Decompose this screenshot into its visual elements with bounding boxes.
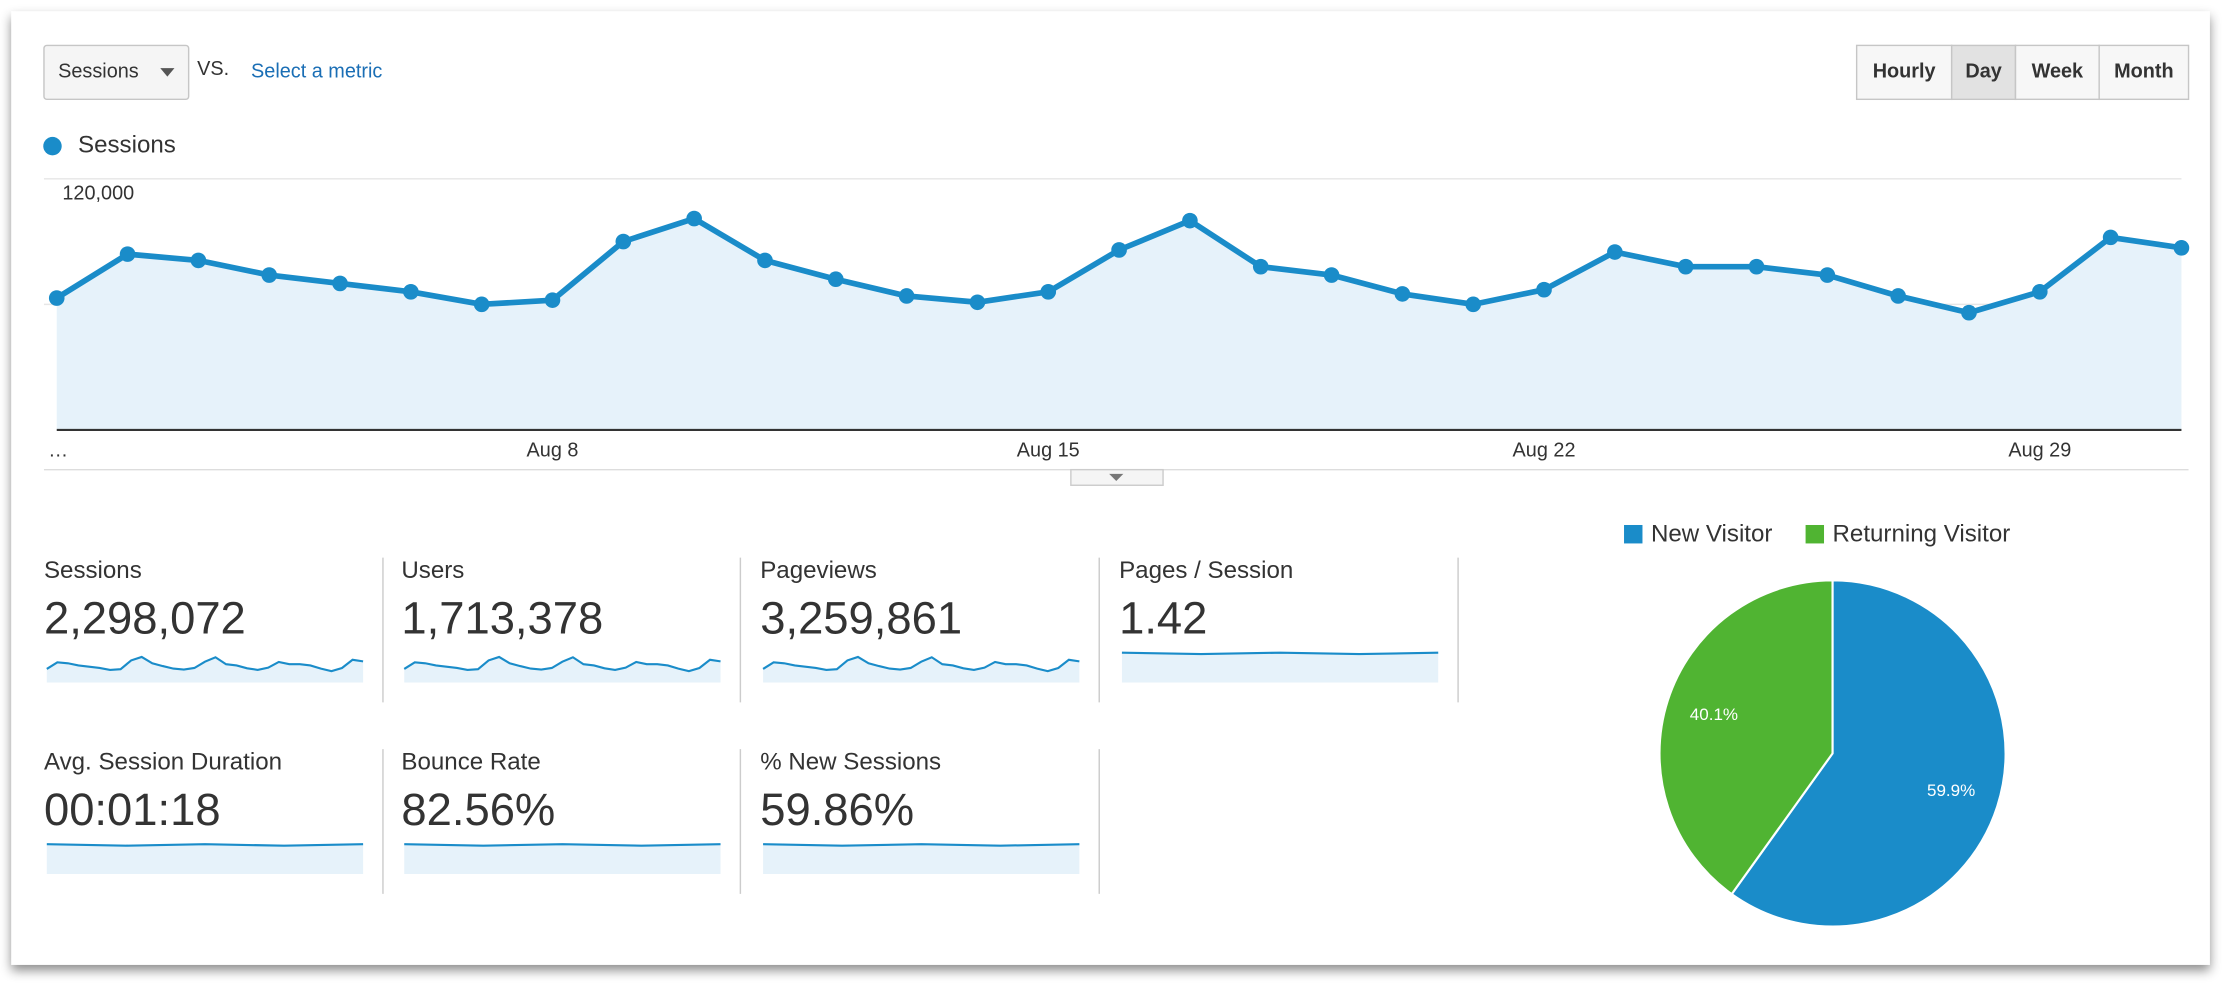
- handle-arrow: [1109, 473, 1124, 482]
- point: [261, 267, 278, 283]
- sparkline-area: [1121, 652, 1439, 683]
- interval-label: Month: [2114, 61, 2174, 83]
- point: [119, 246, 136, 262]
- sparkline-area: [763, 844, 1080, 875]
- dropdown-arrow: [160, 68, 175, 77]
- sparkline: [403, 655, 721, 673]
- metric-value: 1,713,378: [401, 592, 603, 643]
- point: [2173, 240, 2190, 256]
- point: [544, 292, 561, 308]
- point: [1111, 242, 1127, 258]
- interval-label: Day: [1965, 61, 2001, 83]
- point: [1890, 288, 1906, 304]
- metric-label: Sessions: [44, 557, 142, 584]
- metric-label: Pages / Session: [1119, 557, 1293, 584]
- point: [1748, 258, 1765, 275]
- point: [827, 271, 844, 288]
- point: [2032, 283, 2048, 300]
- point: [969, 294, 986, 311]
- legend-marker: [43, 136, 62, 156]
- y-tick-label: 120,000: [62, 183, 134, 205]
- sparkline: [763, 843, 1080, 847]
- sparkline: [46, 843, 364, 847]
- dropdown-label: Sessions: [58, 61, 139, 83]
- metric-label: % New Sessions: [760, 749, 941, 776]
- pie-slice: [1730, 579, 2007, 928]
- point: [1040, 283, 1057, 300]
- interval-label: Hourly: [1873, 61, 1936, 83]
- point: [1252, 258, 1269, 275]
- legend-label: New Visitor: [1651, 520, 1772, 547]
- x-tick-label: Aug 22: [1513, 439, 1576, 461]
- point: [1677, 258, 1694, 275]
- metric-value: 00:01:18: [44, 784, 221, 835]
- metric-dropdown[interactable]: [43, 44, 190, 101]
- legend-swatch: [1624, 524, 1643, 544]
- slice-label: 40.1%: [1690, 705, 1738, 724]
- point: [1961, 304, 1977, 321]
- interval-button[interactable]: [1950, 44, 2017, 101]
- sparkline: [46, 655, 364, 673]
- point: [1182, 212, 1198, 229]
- interval-button[interactable]: [2014, 44, 2100, 101]
- point: [1819, 267, 1836, 283]
- point: [1465, 296, 1482, 313]
- metric-label: Users: [401, 557, 464, 584]
- point: [2102, 229, 2119, 246]
- interval-button[interactable]: [2098, 44, 2190, 101]
- point: [898, 288, 915, 304]
- metric-value: 82.56%: [401, 784, 555, 835]
- point: [1394, 286, 1411, 302]
- sparkline-area: [404, 844, 721, 875]
- sparkline: [404, 843, 721, 847]
- legend-label: Sessions: [78, 132, 176, 159]
- point: [615, 233, 632, 250]
- point: [686, 210, 702, 227]
- metric-value: 1.42: [1119, 592, 1207, 643]
- interval-label: Week: [2032, 61, 2084, 83]
- pie-slice: [1658, 579, 1834, 896]
- sparkline: [1121, 651, 1439, 656]
- point: [757, 252, 773, 269]
- x-tick-label: Aug 8: [527, 439, 579, 461]
- point: [1536, 281, 1552, 298]
- sparkline-area: [46, 844, 364, 875]
- point: [190, 252, 207, 269]
- metric-value: 2,298,072: [44, 592, 246, 643]
- slice-label: 59.9%: [1927, 781, 1975, 800]
- metric-label: Pageviews: [760, 557, 877, 584]
- point: [1323, 267, 1340, 283]
- interval-button[interactable]: [1855, 44, 1953, 101]
- legend-swatch: [1805, 524, 1825, 544]
- point: [1607, 244, 1623, 260]
- sparkline: [762, 655, 1080, 673]
- metric-value: 3,259,861: [760, 592, 962, 643]
- x-tick-label: …: [48, 439, 68, 461]
- legend-label: Returning Visitor: [1833, 520, 2011, 547]
- point: [48, 290, 65, 306]
- point: [403, 283, 419, 300]
- point: [473, 296, 490, 313]
- x-tick-label: Aug 15: [1017, 439, 1080, 461]
- x-tick-label: Aug 29: [2008, 439, 2071, 461]
- metric-label: Avg. Session Duration: [44, 749, 282, 776]
- vs-label: VS.: [197, 58, 229, 80]
- compare-link[interactable]: Select a metric: [251, 61, 382, 83]
- metric-label: Bounce Rate: [401, 749, 540, 776]
- point: [332, 275, 348, 292]
- metric-value: 59.86%: [760, 784, 914, 835]
